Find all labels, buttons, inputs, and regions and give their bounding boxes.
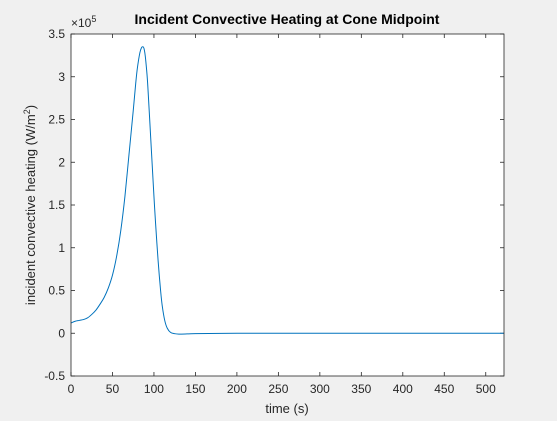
- x-tick-label: 350: [351, 382, 371, 396]
- y-axis-label-suffix: ): [23, 105, 38, 109]
- x-tick-label: 450: [434, 382, 454, 396]
- axes-box: [70, 33, 505, 377]
- y-tick-label: 0.5: [48, 284, 65, 298]
- x-tick-label: 400: [393, 382, 413, 396]
- y-tick-label: -0.5: [44, 369, 65, 383]
- chart-title: Incident Convective Heating at Cone Midp…: [135, 11, 440, 27]
- y-tick-label: 2: [58, 155, 65, 169]
- y-exponent-base: ×10: [71, 16, 92, 30]
- y-tick-label: 1: [58, 241, 65, 255]
- y-tick-label: 3.5: [48, 27, 65, 41]
- y-exponent-power: 5: [91, 14, 96, 24]
- y-axis-label: incident convective heating (W/m2): [22, 105, 38, 305]
- y-exponent-label: ×105: [71, 14, 96, 30]
- x-tick-label: 150: [185, 382, 205, 396]
- y-tick-label: 0: [58, 326, 65, 340]
- x-tick-label: 250: [268, 382, 288, 396]
- y-axis-label-main: incident convective heating (W/m: [23, 114, 38, 305]
- y-axis-ticks: -0.5 0 0.5 1 1.5 2 2.5 3 3.5: [44, 27, 504, 383]
- x-tick-label: 100: [144, 382, 164, 396]
- plot-area: [71, 34, 504, 376]
- y-tick-label: 1.5: [48, 198, 65, 212]
- x-axis-ticks: 0 50 100 150 200 250 300 350 400 450 500: [68, 34, 496, 396]
- x-tick-label: 50: [106, 382, 120, 396]
- x-tick-label: 500: [476, 382, 496, 396]
- y-tick-label: 3: [58, 70, 65, 84]
- y-axis-label-superscript: 2: [22, 109, 32, 114]
- x-axis-label: time (s): [265, 401, 308, 416]
- y-tick-label: 2.5: [48, 113, 65, 127]
- series-line-heating: [70, 46, 504, 335]
- x-tick-label: 300: [310, 382, 330, 396]
- x-tick-label: 0: [68, 382, 75, 396]
- x-tick-label: 200: [227, 382, 247, 396]
